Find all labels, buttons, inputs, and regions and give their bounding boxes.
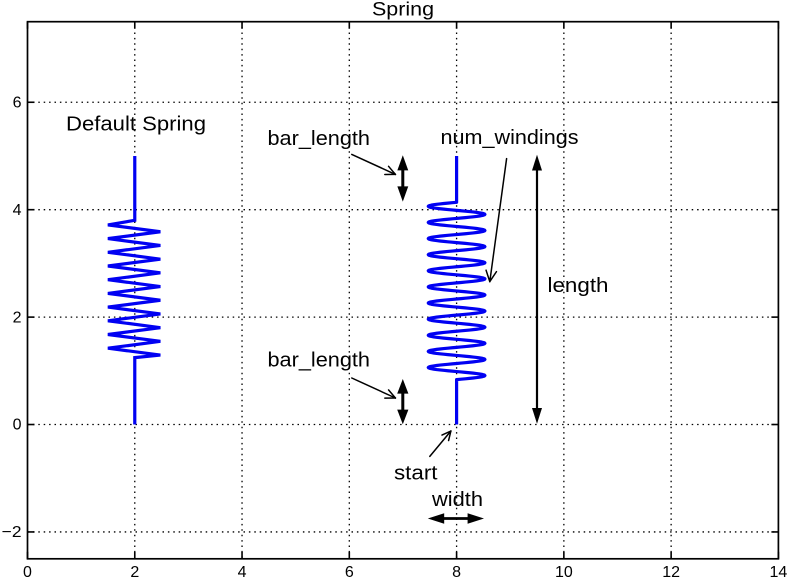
svg-text:10: 10: [555, 564, 573, 577]
svg-text:4: 4: [13, 202, 22, 219]
svg-text:6: 6: [345, 564, 354, 577]
svg-text:start: start: [394, 463, 438, 485]
svg-text:Spring: Spring: [372, 0, 434, 21]
svg-text:0: 0: [23, 564, 32, 577]
svg-text:−2: −2: [2, 524, 22, 541]
svg-text:width: width: [431, 489, 483, 511]
svg-text:2: 2: [130, 564, 139, 577]
svg-text:0: 0: [13, 417, 22, 434]
svg-text:length: length: [548, 275, 609, 297]
svg-text:14: 14: [770, 564, 788, 577]
svg-text:6: 6: [13, 94, 22, 111]
svg-text:12: 12: [662, 564, 680, 577]
svg-text:num_windings: num_windings: [441, 127, 579, 149]
svg-text:bar_length: bar_length: [268, 350, 371, 372]
svg-text:Default Spring: Default Spring: [66, 114, 206, 136]
svg-text:8: 8: [452, 564, 461, 577]
svg-text:2: 2: [13, 309, 22, 326]
svg-text:4: 4: [238, 564, 247, 577]
svg-text:bar_length: bar_length: [268, 128, 371, 150]
